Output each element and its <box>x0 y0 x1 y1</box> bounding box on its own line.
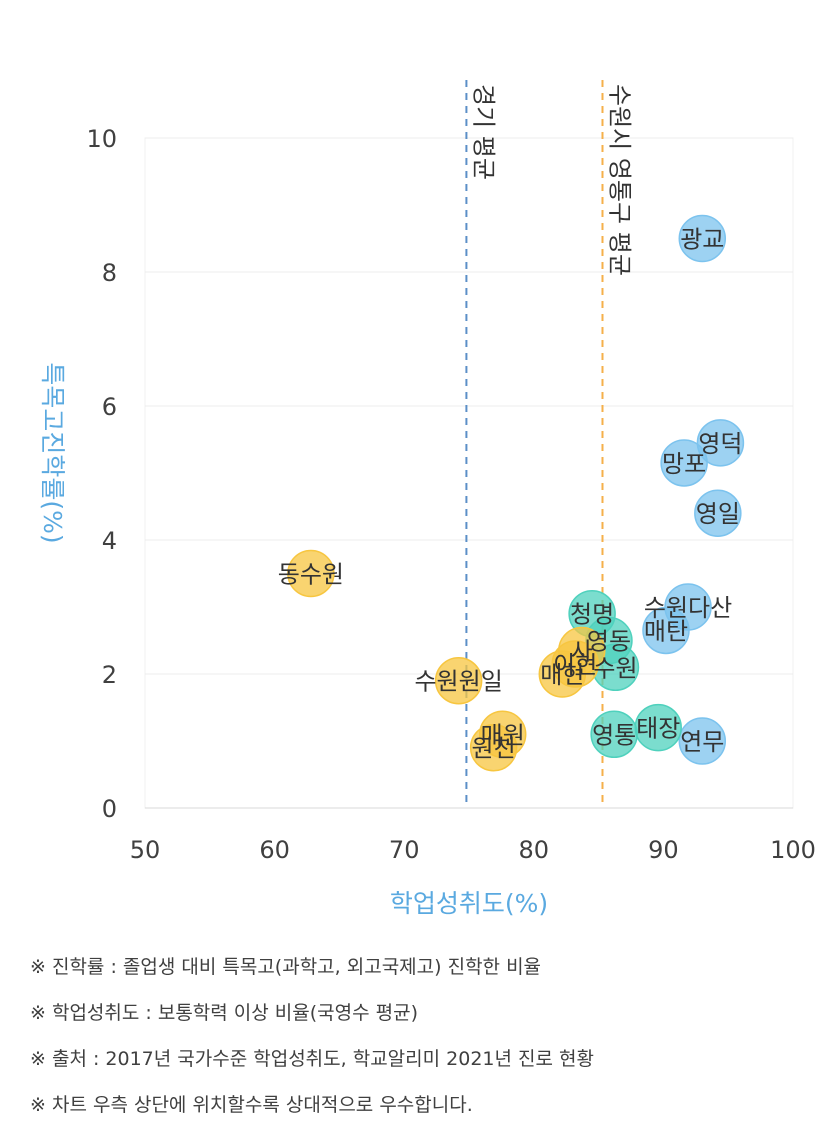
footnote-rate-definition: ※ 진학률 : 졸업생 대비 특목고(과학고, 외고국제고) 진학한 비율 <box>30 956 542 978</box>
x-tick-label: 90 <box>648 836 679 864</box>
data-point <box>678 717 727 765</box>
data-label: 수원 <box>593 654 637 682</box>
data-label: 영일 <box>696 500 740 528</box>
data-label: 원천 <box>472 735 516 763</box>
data-point <box>434 656 483 705</box>
footnote-source: ※ 출처 : 2017년 국가수준 학업성취도, 학교알리미 2021년 진로 … <box>30 1048 594 1070</box>
y-tick-label: 6 <box>102 393 117 421</box>
y-tick-label: 2 <box>102 661 117 689</box>
data-label: 사 <box>571 638 593 666</box>
data-label: 태장 <box>636 715 680 743</box>
data-point <box>287 549 335 598</box>
data-label: 매현 <box>540 661 584 689</box>
y-tick-label: 0 <box>102 795 117 823</box>
x-tick-label: 80 <box>519 836 550 864</box>
data-label: 광교 <box>680 226 724 254</box>
data-point <box>538 650 587 698</box>
data-label: 연무 <box>680 728 724 756</box>
reference-line-label: 경기 평균 <box>469 84 497 180</box>
reference-line-label: 수원시 영통구 평균 <box>605 84 633 276</box>
data-label: 이현 <box>553 651 597 679</box>
data-label: 동수원 <box>278 561 344 589</box>
footnote-achievement-definition: ※ 학업성취도 : 보통학력 이상 비율(국영수 평균) <box>30 1002 419 1024</box>
x-axis-title: 학업성취도(%) <box>390 889 548 918</box>
y-axis-title: 특목고진학률(%) <box>38 362 67 543</box>
data-point <box>660 439 708 487</box>
y-tick-label: 10 <box>86 125 117 153</box>
x-tick-label: 60 <box>259 836 290 864</box>
data-label: 수원원일 <box>414 668 502 696</box>
x-tick-label: 70 <box>389 836 420 864</box>
footnotes: ※ 진학률 : 졸업생 대비 특목고(과학고, 외고국제고) 진학한 비율 ※ … <box>30 955 810 1139</box>
footnote-reading-guide: ※ 차트 우측 상단에 위치할수록 상대적으로 우수합니다. <box>30 1094 473 1116</box>
data-label: 수원다산 <box>644 594 732 622</box>
y-tick-label: 4 <box>102 527 117 555</box>
data-point <box>694 489 742 537</box>
x-tick-label: 50 <box>130 836 161 864</box>
data-label: 청명 <box>570 601 614 629</box>
data-point <box>642 606 690 655</box>
data-label: 영통 <box>592 721 636 749</box>
data-point <box>590 710 638 759</box>
scatter-chart: 0 2 4 6 8 10 50 60 70 80 90 100 학업성취도(%) 특목고진학률(%) 경기 … <box>38 80 816 918</box>
y-tick-label: 8 <box>102 259 117 287</box>
data-label: 영덕 <box>698 430 742 458</box>
data-label: 망포 <box>662 450 706 478</box>
x-tick-label: 100 <box>770 836 816 864</box>
data-label: 영동 <box>587 628 631 656</box>
data-point <box>696 419 745 467</box>
data-label: 매탄 <box>644 617 688 645</box>
data-label: 매원 <box>481 721 525 749</box>
data-point <box>678 214 727 263</box>
data-point <box>469 723 518 772</box>
